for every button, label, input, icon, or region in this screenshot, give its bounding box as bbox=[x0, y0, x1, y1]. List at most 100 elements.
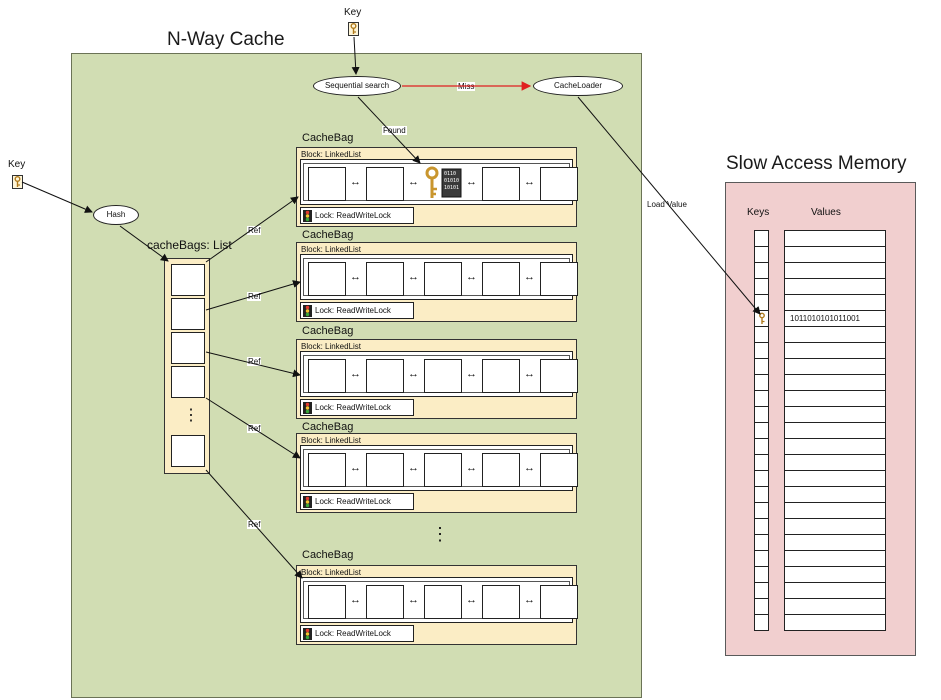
linked-list-inner: 0110 01010 10101 ↔ ↔ ↔ ↔ bbox=[303, 163, 578, 201]
value-cell bbox=[785, 567, 885, 583]
value-cell bbox=[785, 359, 885, 375]
list-slot bbox=[171, 366, 205, 398]
read-write-lock: Lock: ReadWriteLock bbox=[300, 493, 414, 510]
key-cell bbox=[755, 375, 768, 391]
stored-value: 1011010101011001 bbox=[790, 314, 860, 323]
traffic-light-icon bbox=[303, 628, 312, 640]
list-node bbox=[540, 359, 578, 393]
list-slot bbox=[171, 332, 205, 364]
bidirectional-arrow: ↔ bbox=[408, 368, 419, 380]
value-cell bbox=[785, 327, 885, 343]
binary-line: 0110 bbox=[444, 171, 457, 177]
bidirectional-arrow: ↔ bbox=[466, 271, 477, 283]
list-node bbox=[424, 359, 462, 393]
key-cell bbox=[755, 519, 768, 535]
key-cell bbox=[755, 503, 768, 519]
key-left-label: Key bbox=[8, 159, 26, 170]
list-slot bbox=[171, 264, 205, 296]
list-node bbox=[366, 167, 404, 201]
bidirectional-arrow: ↔ bbox=[408, 462, 419, 474]
bidirectional-arrow: ↔ bbox=[350, 176, 361, 188]
read-write-lock: Lock: ReadWriteLock bbox=[300, 625, 414, 642]
value-cell bbox=[785, 407, 885, 423]
value-cell bbox=[785, 519, 885, 535]
cache-bag-title: CacheBag bbox=[302, 229, 354, 241]
bidirectional-arrow: ↔ bbox=[350, 368, 361, 380]
key-cell bbox=[755, 487, 768, 503]
linked-list-block: 0110 01010 10101 ↔ ↔ ↔ ↔ bbox=[300, 159, 578, 205]
value-cell bbox=[785, 343, 885, 359]
read-write-lock: Lock: ReadWriteLock bbox=[300, 302, 414, 319]
key-cell bbox=[755, 327, 768, 343]
key-cell bbox=[755, 263, 768, 279]
keys-header: Keys bbox=[747, 207, 770, 218]
ref-arrow bbox=[205, 280, 301, 311]
value-cell bbox=[785, 615, 885, 631]
traffic-light-icon bbox=[303, 402, 312, 414]
cache-bag-title: CacheBag bbox=[302, 132, 354, 144]
binary-line: 01010 bbox=[444, 178, 460, 184]
bidirectional-arrow: ↔ bbox=[466, 594, 477, 606]
key-cell bbox=[755, 439, 768, 455]
key-cell bbox=[755, 391, 768, 407]
cache-bag-title: CacheBag bbox=[302, 421, 354, 433]
value-cell bbox=[785, 551, 885, 567]
slow-access-memory-title: Slow Access Memory bbox=[726, 153, 907, 174]
value-cell bbox=[785, 391, 885, 407]
cache-bag: Block: LinkedList ↔ ↔ ↔ ↔ Lock: ReadWriteLock bbox=[296, 339, 578, 419]
key-cell bbox=[755, 231, 768, 247]
key-to-hash-arrow bbox=[21, 181, 93, 213]
block-label: Block: LinkedList bbox=[301, 150, 362, 159]
key-cell bbox=[755, 295, 768, 311]
ref-label: Ref bbox=[247, 357, 262, 366]
bidirectional-arrow: ↔ bbox=[524, 368, 535, 380]
linked-list-block: ↔ ↔ ↔ ↔ bbox=[300, 445, 578, 491]
cache-bag-title: CacheBag bbox=[302, 549, 354, 561]
value-cell bbox=[785, 263, 885, 279]
linked-list-inner: ↔ ↔ ↔ ↔ bbox=[303, 355, 578, 393]
hash-to-list-arrow bbox=[119, 225, 169, 262]
key-cell bbox=[755, 615, 768, 631]
traffic-light-icon bbox=[303, 305, 312, 317]
value-cell bbox=[785, 471, 885, 487]
ref-arrow bbox=[205, 351, 301, 378]
value-cell bbox=[785, 423, 885, 439]
list-node bbox=[366, 585, 404, 619]
key-cell bbox=[755, 343, 768, 359]
list-node bbox=[308, 453, 346, 487]
key-cell bbox=[755, 407, 768, 423]
block-label: Block: LinkedList bbox=[301, 342, 362, 351]
key-cell bbox=[755, 583, 768, 599]
list-node bbox=[482, 262, 520, 296]
list-node bbox=[308, 585, 346, 619]
bags-ellipsis: ⋮ bbox=[431, 524, 449, 544]
list-ellipsis: ⋮ bbox=[183, 407, 199, 424]
bidirectional-arrow: ↔ bbox=[350, 271, 361, 283]
list-node bbox=[482, 359, 520, 393]
linked-list-inner: ↔ ↔ ↔ ↔ bbox=[303, 258, 578, 296]
key-cell bbox=[755, 455, 768, 471]
read-write-lock: Lock: ReadWriteLock bbox=[300, 207, 414, 224]
value-cell: 1011010101011001 bbox=[785, 311, 885, 327]
sequential-search-node: Sequential search bbox=[313, 76, 401, 96]
list-node bbox=[424, 262, 462, 296]
list-node bbox=[366, 453, 404, 487]
ref-arrow bbox=[205, 397, 301, 459]
bidirectional-arrow: ↔ bbox=[524, 271, 535, 283]
values-header: Values bbox=[811, 207, 841, 218]
key-cell bbox=[755, 279, 768, 295]
bidirectional-arrow: ↔ bbox=[408, 176, 419, 188]
list-node bbox=[540, 453, 578, 487]
ref-label: Ref bbox=[247, 226, 262, 235]
bidirectional-arrow: ↔ bbox=[350, 462, 361, 474]
block-label: Block: LinkedList bbox=[301, 245, 362, 254]
lock-label: Lock: ReadWriteLock bbox=[315, 306, 391, 315]
key-cell bbox=[755, 567, 768, 583]
key-cell bbox=[755, 599, 768, 615]
list-node bbox=[482, 585, 520, 619]
found-arrow bbox=[357, 96, 421, 164]
key-top-label: Key bbox=[344, 7, 362, 18]
lock-label: Lock: ReadWriteLock bbox=[315, 403, 391, 412]
bidirectional-arrow: ↔ bbox=[524, 176, 535, 188]
